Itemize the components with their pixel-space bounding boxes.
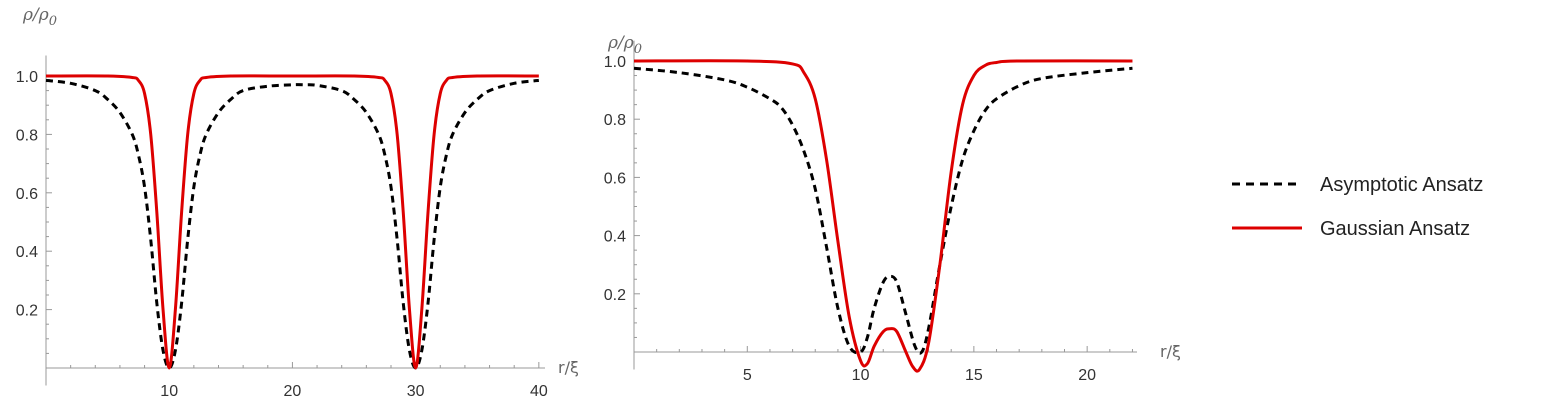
x-axis-label-right: r/ξ xyxy=(1160,342,1181,361)
x-tick-label-right: 10 xyxy=(852,367,870,384)
x-tick-label-left: 10 xyxy=(160,383,178,400)
y-tick-label-right: 1.0 xyxy=(604,54,626,71)
y-tick-label-left: 0.8 xyxy=(16,127,38,144)
series-asymptotic-left xyxy=(45,78,540,370)
x-tick-label-right: 5 xyxy=(743,367,752,384)
legend: Asymptotic Ansatz Gaussian Ansatz xyxy=(1232,174,1483,240)
series-asymptotic-right xyxy=(633,66,1133,355)
y-tick-label-right: 0.4 xyxy=(604,229,626,246)
y-tick-label-right: 0.6 xyxy=(604,170,626,187)
chart-left: 0.2 0.4 0.6 0.8 1.0 10 20 30 40 ρ/ρ0 r/ξ xyxy=(16,5,579,400)
x-tick-label-left: 20 xyxy=(284,383,302,400)
x-tick-label-left: 40 xyxy=(530,383,548,400)
x-tick-label-right: 15 xyxy=(965,367,983,384)
series-gaussian-left xyxy=(45,74,539,370)
y-axis-label-right: ρ/ρ0 xyxy=(607,33,642,57)
chart-right: 0.2 0.4 0.6 0.8 1.0 5 10 15 20 ρ/ρ0 r/ξ xyxy=(604,33,1181,384)
y-tick-label-right: 0.2 xyxy=(604,287,626,304)
y-tick-label-left: 1.0 xyxy=(16,69,38,86)
x-tick-label-right: 20 xyxy=(1078,367,1096,384)
x-tick-label-left: 30 xyxy=(407,383,425,400)
x-axis-label-left: r/ξ xyxy=(558,358,579,377)
series-gaussian-right xyxy=(633,59,1133,373)
legend-label-gaussian: Gaussian Ansatz xyxy=(1320,218,1470,240)
y-tick-label-left: 0.6 xyxy=(16,186,38,203)
legend-label-asymptotic: Asymptotic Ansatz xyxy=(1320,174,1483,196)
y-tick-label-left: 0.4 xyxy=(16,244,38,261)
y-axis-label-left: ρ/ρ0 xyxy=(22,5,57,29)
y-tick-label-left: 0.2 xyxy=(16,303,38,320)
y-tick-label-right: 0.8 xyxy=(604,112,626,129)
